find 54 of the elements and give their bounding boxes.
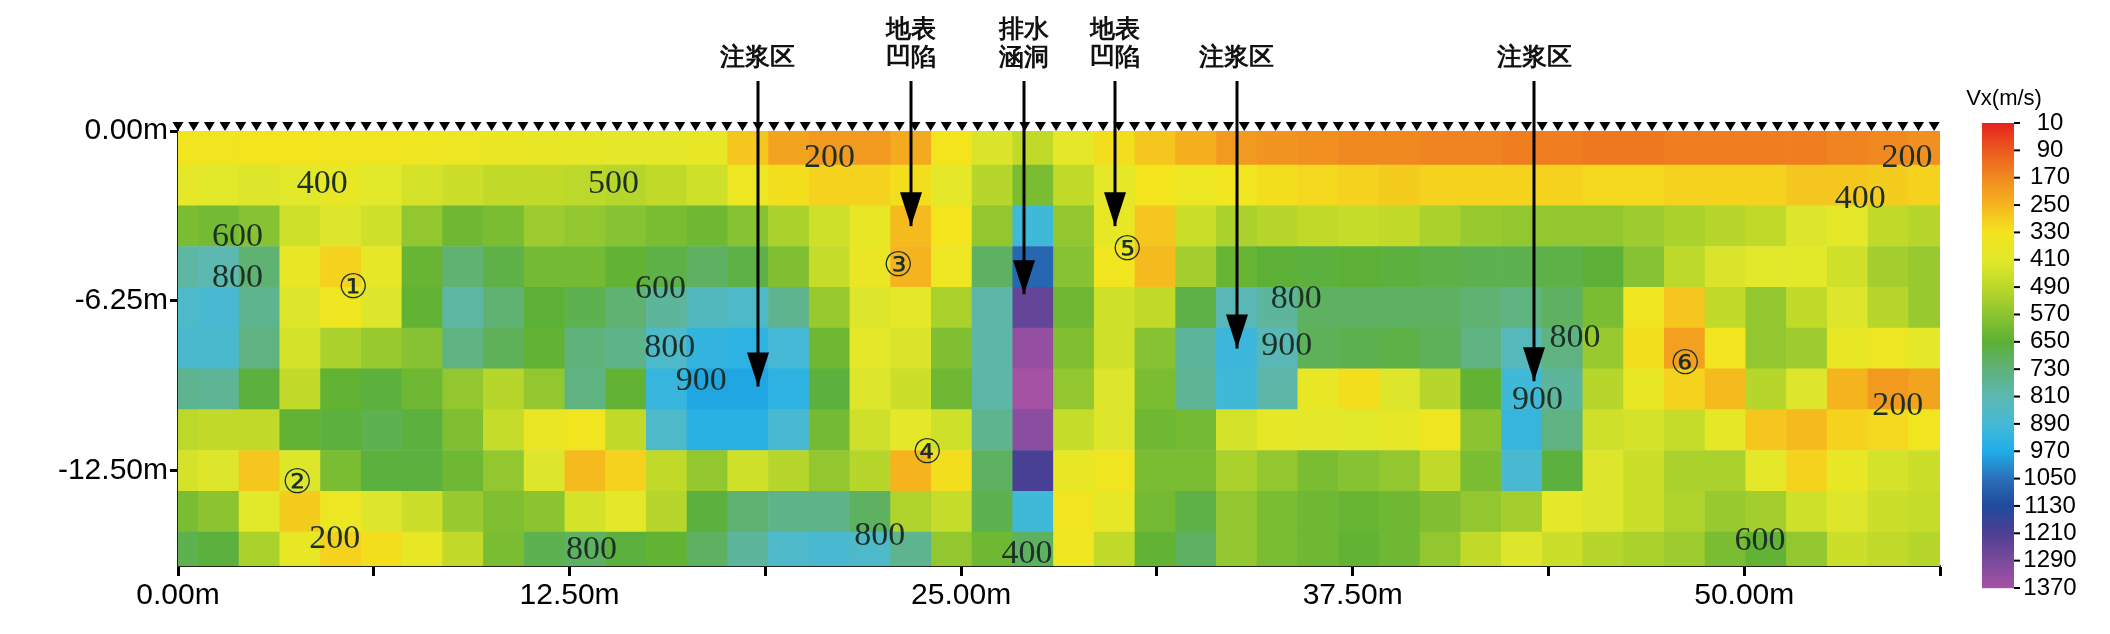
color-bar-label: 90	[2036, 134, 2064, 162]
annotation: 200	[804, 137, 856, 175]
annotation: 800	[212, 256, 264, 294]
annotation: ②	[282, 463, 313, 501]
x-tick-label: 37.50m	[1302, 577, 1403, 611]
annotation: ①	[338, 267, 369, 305]
annotation: ⑥	[1669, 343, 1700, 381]
annotation: 500	[587, 162, 639, 200]
color-bar-label: 1290	[2023, 545, 2077, 573]
x-tick-label: 12.50m	[519, 577, 620, 611]
annotation: 600	[212, 215, 264, 253]
color-bar-label: 1130	[2024, 490, 2076, 518]
text: 注浆区	[719, 41, 796, 70]
annotation: 800	[566, 528, 618, 566]
x-tick-label: 50.00m	[1694, 577, 1795, 611]
x-tick-label: 25.00m	[911, 577, 1012, 611]
color-bar-label: 810	[2029, 381, 2071, 409]
color-bar-label: 890	[2029, 408, 2071, 436]
annotation: 注浆区	[1198, 41, 1275, 70]
y-tick-label: -12.50m	[57, 452, 168, 486]
annotation: 600	[1734, 520, 1786, 558]
annotation: 400	[296, 162, 348, 200]
annotation: 地表凹陷	[884, 13, 936, 70]
color-bar-label: 170	[2029, 162, 2071, 190]
color-bar-label: 490	[2029, 271, 2071, 299]
color-bar-label: 250	[2029, 189, 2071, 217]
text: 排水涵洞	[997, 13, 1050, 70]
annotation: 600	[634, 267, 686, 305]
annotation: 地表凹陷	[1088, 13, 1140, 70]
annotation: ③	[883, 245, 914, 283]
annotation: 800	[1270, 278, 1322, 316]
color-bar-label: 1050	[2023, 463, 2077, 491]
text: 注浆区	[1495, 41, 1572, 70]
y-tick-label: 0.00m	[84, 112, 168, 146]
x-tick-label: 0.00m	[136, 577, 220, 611]
annotation: 800	[854, 515, 906, 553]
color-bar-label: 570	[2029, 299, 2071, 327]
annotation: ⑤	[1112, 229, 1143, 267]
annotation: 400	[1001, 532, 1053, 570]
color-bar-label: 970	[2029, 435, 2071, 463]
annotation: 900	[1512, 379, 1564, 417]
annotation: 200	[1881, 137, 1933, 175]
annotation: 200	[1872, 384, 1924, 422]
y-tick-label: -6.25m	[74, 282, 168, 316]
annotation: 400	[1834, 177, 1886, 215]
color-bar-label: 330	[2029, 217, 2071, 245]
annotation: ④	[911, 433, 942, 471]
color-bar-label: 650	[2029, 326, 2071, 354]
color-bar-label: 730	[2029, 353, 2071, 381]
color-bar-label: 1210	[2023, 517, 2077, 545]
color-bar-label: 1370	[2023, 572, 2077, 600]
color-bar-title: Vx(m/s)	[1966, 85, 2042, 111]
color-bar-label: 410	[2029, 244, 2071, 272]
annotation: 200	[309, 517, 361, 555]
